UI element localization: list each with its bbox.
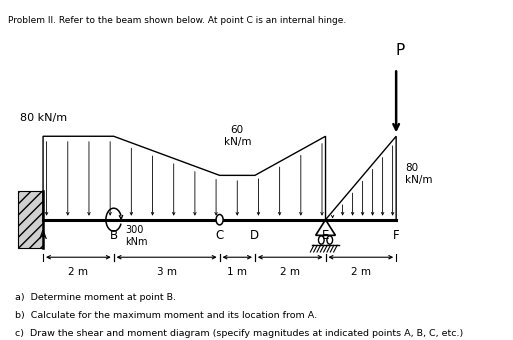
Text: a)  Determine moment at point B.: a) Determine moment at point B.	[15, 293, 176, 302]
Text: F: F	[393, 229, 400, 242]
Polygon shape	[18, 191, 43, 248]
Circle shape	[216, 215, 223, 225]
Text: P: P	[395, 43, 404, 58]
Text: C: C	[215, 229, 224, 242]
Text: 60
kN/m: 60 kN/m	[224, 125, 251, 147]
Text: 1 m: 1 m	[227, 267, 247, 277]
Text: 80 kN/m: 80 kN/m	[20, 113, 67, 123]
Text: D: D	[250, 229, 260, 242]
Text: 80
kN/m: 80 kN/m	[405, 163, 432, 185]
Text: Problem II. Refer to the beam shown below. At point C is an internal hinge.: Problem II. Refer to the beam shown belo…	[8, 16, 346, 26]
Text: 2 m: 2 m	[280, 267, 300, 277]
Text: 3 m: 3 m	[156, 267, 176, 277]
Text: c)  Draw the shear and moment diagram (specify magnitudes at indicated points A,: c) Draw the shear and moment diagram (sp…	[15, 329, 463, 338]
Text: B: B	[110, 229, 118, 242]
Text: b)  Calculate for the maximum moment and its location from A.: b) Calculate for the maximum moment and …	[15, 311, 317, 320]
Text: 2 m: 2 m	[68, 267, 88, 277]
Text: A: A	[39, 229, 47, 242]
Text: 300
kNm: 300 kNm	[125, 225, 147, 246]
Text: 2 m: 2 m	[351, 267, 371, 277]
Text: E: E	[322, 229, 329, 242]
